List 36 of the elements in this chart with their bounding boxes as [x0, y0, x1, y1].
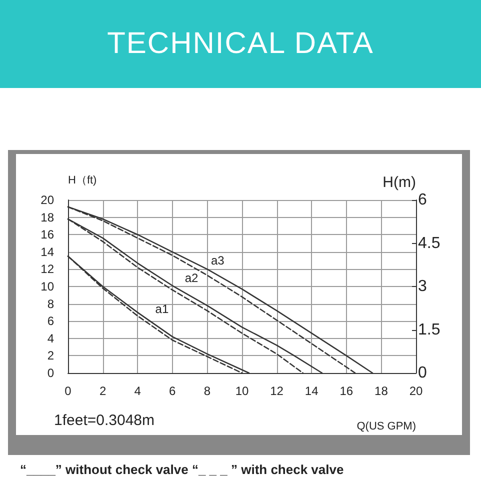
x-tick-label: 2	[99, 384, 106, 398]
y2-axis-title: H(m)	[382, 174, 416, 191]
y-tick-label: 6	[47, 314, 54, 328]
y2-tick-label: 6	[418, 192, 427, 208]
y-tick-label: 16	[40, 228, 54, 242]
y-tick-label: 8	[47, 296, 54, 311]
y-tick-label: 12	[40, 262, 54, 276]
x-tick-label: 18	[374, 384, 388, 398]
x-tick-label: 20	[409, 384, 423, 398]
x-tick-label: 14	[304, 384, 319, 398]
x-tick-label: 6	[169, 384, 176, 398]
y-tick-label: 0	[47, 366, 54, 380]
y-tick-label: 10	[40, 280, 54, 294]
annotation: a2	[184, 270, 199, 285]
text: 1feet=0.3048m	[54, 412, 154, 429]
x-tick-label: 16	[340, 384, 354, 398]
y2-tick-label: 4.5	[418, 234, 440, 252]
y2-tick-label: 1.5	[418, 321, 440, 338]
x-tick-label: 10	[235, 384, 249, 398]
text: “____” without check valve “_ _ _ ” with check valve	[20, 462, 344, 477]
x-axis-title: Q(US GPM)	[356, 420, 416, 432]
y2-tick-label: 0	[418, 364, 427, 382]
y2-tick-label: 3	[418, 278, 427, 295]
y-tick-label: 4	[47, 331, 54, 346]
annotation: a3	[210, 254, 225, 268]
y-tick-label: 20	[40, 193, 54, 207]
annotation: a1	[155, 302, 169, 316]
y-tick-label: 18	[40, 210, 54, 224]
x-tick-label: 4	[134, 384, 142, 398]
y-tick-label: 2	[47, 348, 54, 363]
x-tick-label: 8	[204, 384, 211, 398]
y-tick-label: 14	[40, 244, 54, 259]
x-tick-label: 0	[64, 384, 72, 398]
y-axis-title: H（ft)	[68, 174, 97, 186]
x-tick-label: 12	[270, 384, 284, 398]
chart-title: TECHNICAL DATA	[0, 0, 481, 88]
